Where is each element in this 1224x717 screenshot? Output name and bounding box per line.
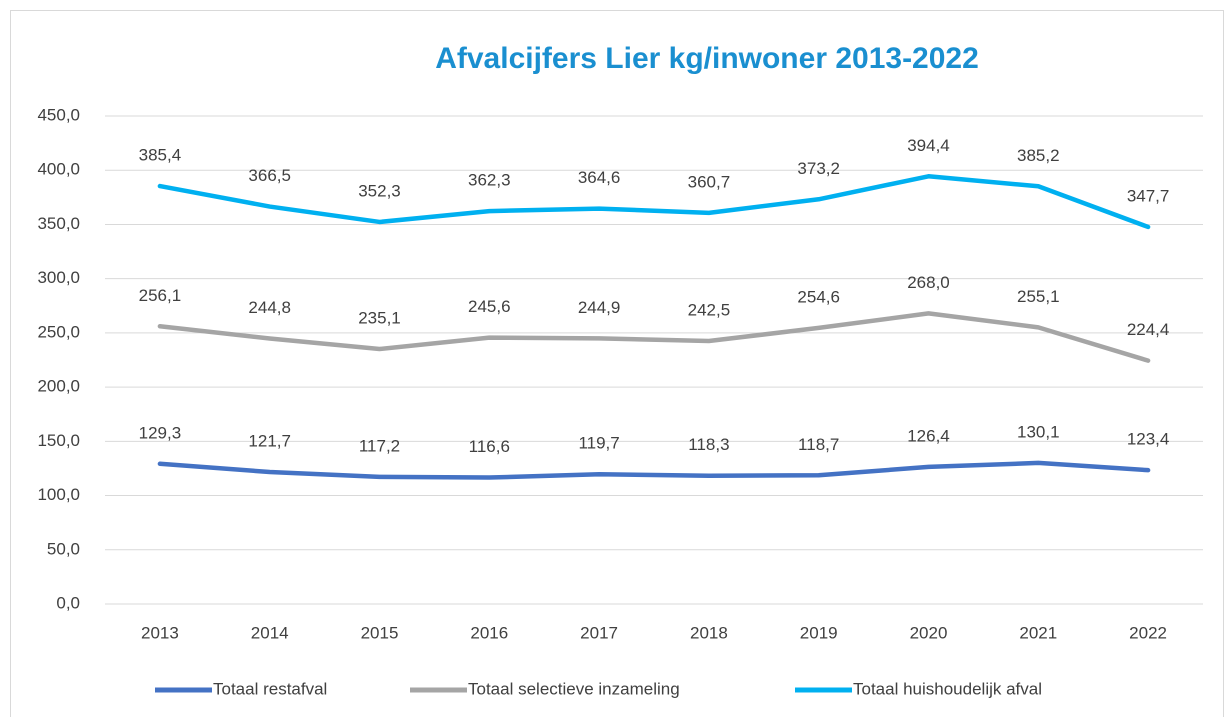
data-label: 129,3: [139, 423, 182, 442]
chart-border: [10, 10, 1224, 717]
x-tick-label: 2022: [1129, 623, 1167, 642]
data-label: 347,7: [1127, 186, 1170, 205]
data-label: 352,3: [358, 181, 401, 200]
data-label: 255,1: [1017, 287, 1060, 306]
series-line: [157, 311, 1151, 363]
series-line: [157, 460, 1151, 480]
data-label: 362,3: [468, 171, 511, 190]
data-label: 130,1: [1017, 422, 1060, 441]
x-tick-label: 2021: [1019, 623, 1057, 642]
data-label: 235,1: [358, 309, 401, 328]
x-tick-label: 2015: [361, 623, 399, 642]
data-label: 254,6: [797, 287, 840, 306]
data-label: 245,6: [468, 297, 511, 316]
y-tick-label: 350,0: [37, 214, 80, 233]
data-label: 117,2: [359, 436, 400, 455]
data-label: 268,0: [907, 273, 950, 292]
chart-title: Afvalcijfers Lier kg/inwoner 2013-2022: [435, 42, 979, 75]
x-tick-label: 2016: [470, 623, 508, 642]
y-tick-label: 0,0: [56, 593, 80, 612]
data-label: 121,7: [248, 432, 291, 451]
y-tick-label: 300,0: [37, 268, 80, 287]
data-label: 373,2: [797, 159, 840, 178]
x-tick-label: 2017: [580, 623, 618, 642]
data-label: 123,4: [1127, 430, 1170, 449]
data-label: 256,1: [139, 286, 182, 305]
x-tick-label: 2019: [800, 623, 838, 642]
legend-label: Totaal selectieve inzameling: [468, 679, 680, 698]
x-tick-label: 2018: [690, 623, 728, 642]
y-tick-label: 250,0: [37, 322, 80, 341]
y-tick-label: 100,0: [37, 485, 80, 504]
data-label: 364,6: [578, 168, 621, 187]
y-tick-label: 400,0: [37, 160, 80, 179]
x-tick-label: 2013: [141, 623, 179, 642]
data-label: 244,9: [578, 298, 621, 317]
series-line: [157, 174, 1151, 230]
data-label: 244,8: [248, 298, 291, 317]
data-label: 126,4: [907, 426, 950, 445]
x-tick-label: 2020: [910, 623, 948, 642]
y-tick-label: 50,0: [47, 539, 80, 558]
y-tick-label: 200,0: [37, 377, 80, 396]
data-label: 394,4: [907, 136, 950, 155]
data-label: 116,6: [469, 437, 510, 456]
y-tick-label: 150,0: [37, 431, 80, 450]
data-label: 119,7: [578, 434, 619, 453]
data-label: 385,4: [139, 146, 182, 165]
data-label: 366,5: [248, 166, 291, 185]
data-label: 385,2: [1017, 146, 1060, 165]
y-tick-label: 450,0: [37, 105, 80, 124]
data-label: 242,5: [688, 301, 731, 320]
x-tick-label: 2014: [251, 623, 289, 642]
legend-label: Totaal restafval: [213, 679, 327, 698]
legend-label: Totaal huishoudelijk afval: [853, 679, 1042, 698]
data-label: 118,7: [798, 435, 839, 454]
data-label: 224,4: [1127, 320, 1170, 339]
data-label: 118,3: [688, 435, 729, 454]
data-label: 360,7: [688, 172, 731, 191]
